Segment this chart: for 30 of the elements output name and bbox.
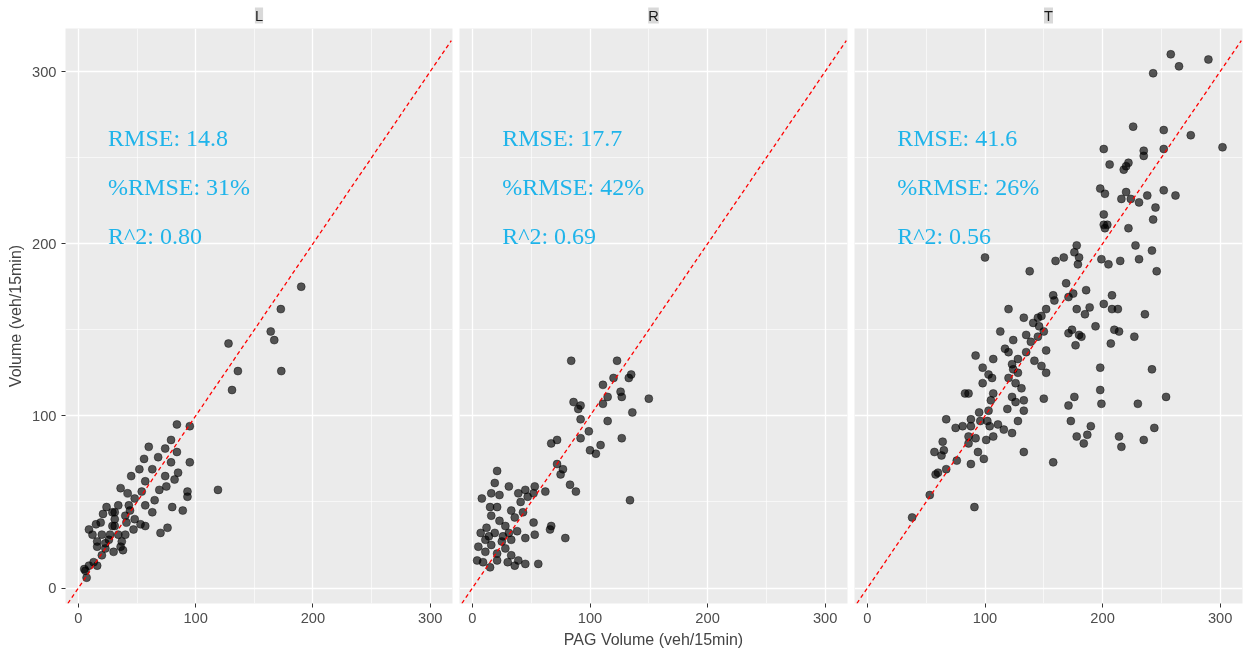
x-tick-label: 300: [417, 609, 443, 626]
annotation: %RMSE: 42%: [502, 173, 645, 200]
chart-title: L: [254, 7, 264, 24]
annotation: R^2: 0.80: [108, 222, 203, 249]
annotation: R^2: 0.69: [502, 222, 597, 249]
annotation: R^2: 0.56: [897, 222, 992, 249]
x-tick-label: 0: [863, 609, 872, 626]
x-tick-label: 200: [695, 609, 720, 626]
y-tick-label: 300: [32, 63, 57, 80]
annotation: %RMSE: 26%: [897, 173, 1040, 200]
y-tick-label: 0: [48, 580, 57, 597]
x-tick-label: 0: [468, 609, 477, 626]
x-tick-label: 100: [183, 609, 208, 626]
x-tick-label: 200: [1090, 609, 1115, 626]
y-tick-label: 100: [32, 407, 57, 424]
annotation: RMSE: 41.6: [897, 124, 1018, 151]
x-tick-label: 100: [577, 609, 603, 626]
x-tick-label: 300: [1207, 609, 1233, 626]
x-tick-label: 100: [972, 609, 998, 626]
y-tick-label: 200: [32, 235, 57, 252]
annotation: %RMSE: 31%: [108, 173, 251, 200]
chart-title: R: [648, 7, 659, 24]
x-tick-label: 0: [74, 609, 83, 626]
y-axis-title: Volume (veh/15min): [7, 244, 25, 388]
annotation: RMSE: 17.7: [502, 124, 623, 151]
x-tick-label: 200: [300, 609, 326, 626]
annotation: RMSE: 14.8: [108, 124, 229, 151]
chart-title: T: [1044, 7, 1054, 24]
x-tick-label: 300: [812, 609, 838, 626]
x-axis-title: PAG Volume (veh/15min): [563, 630, 744, 648]
